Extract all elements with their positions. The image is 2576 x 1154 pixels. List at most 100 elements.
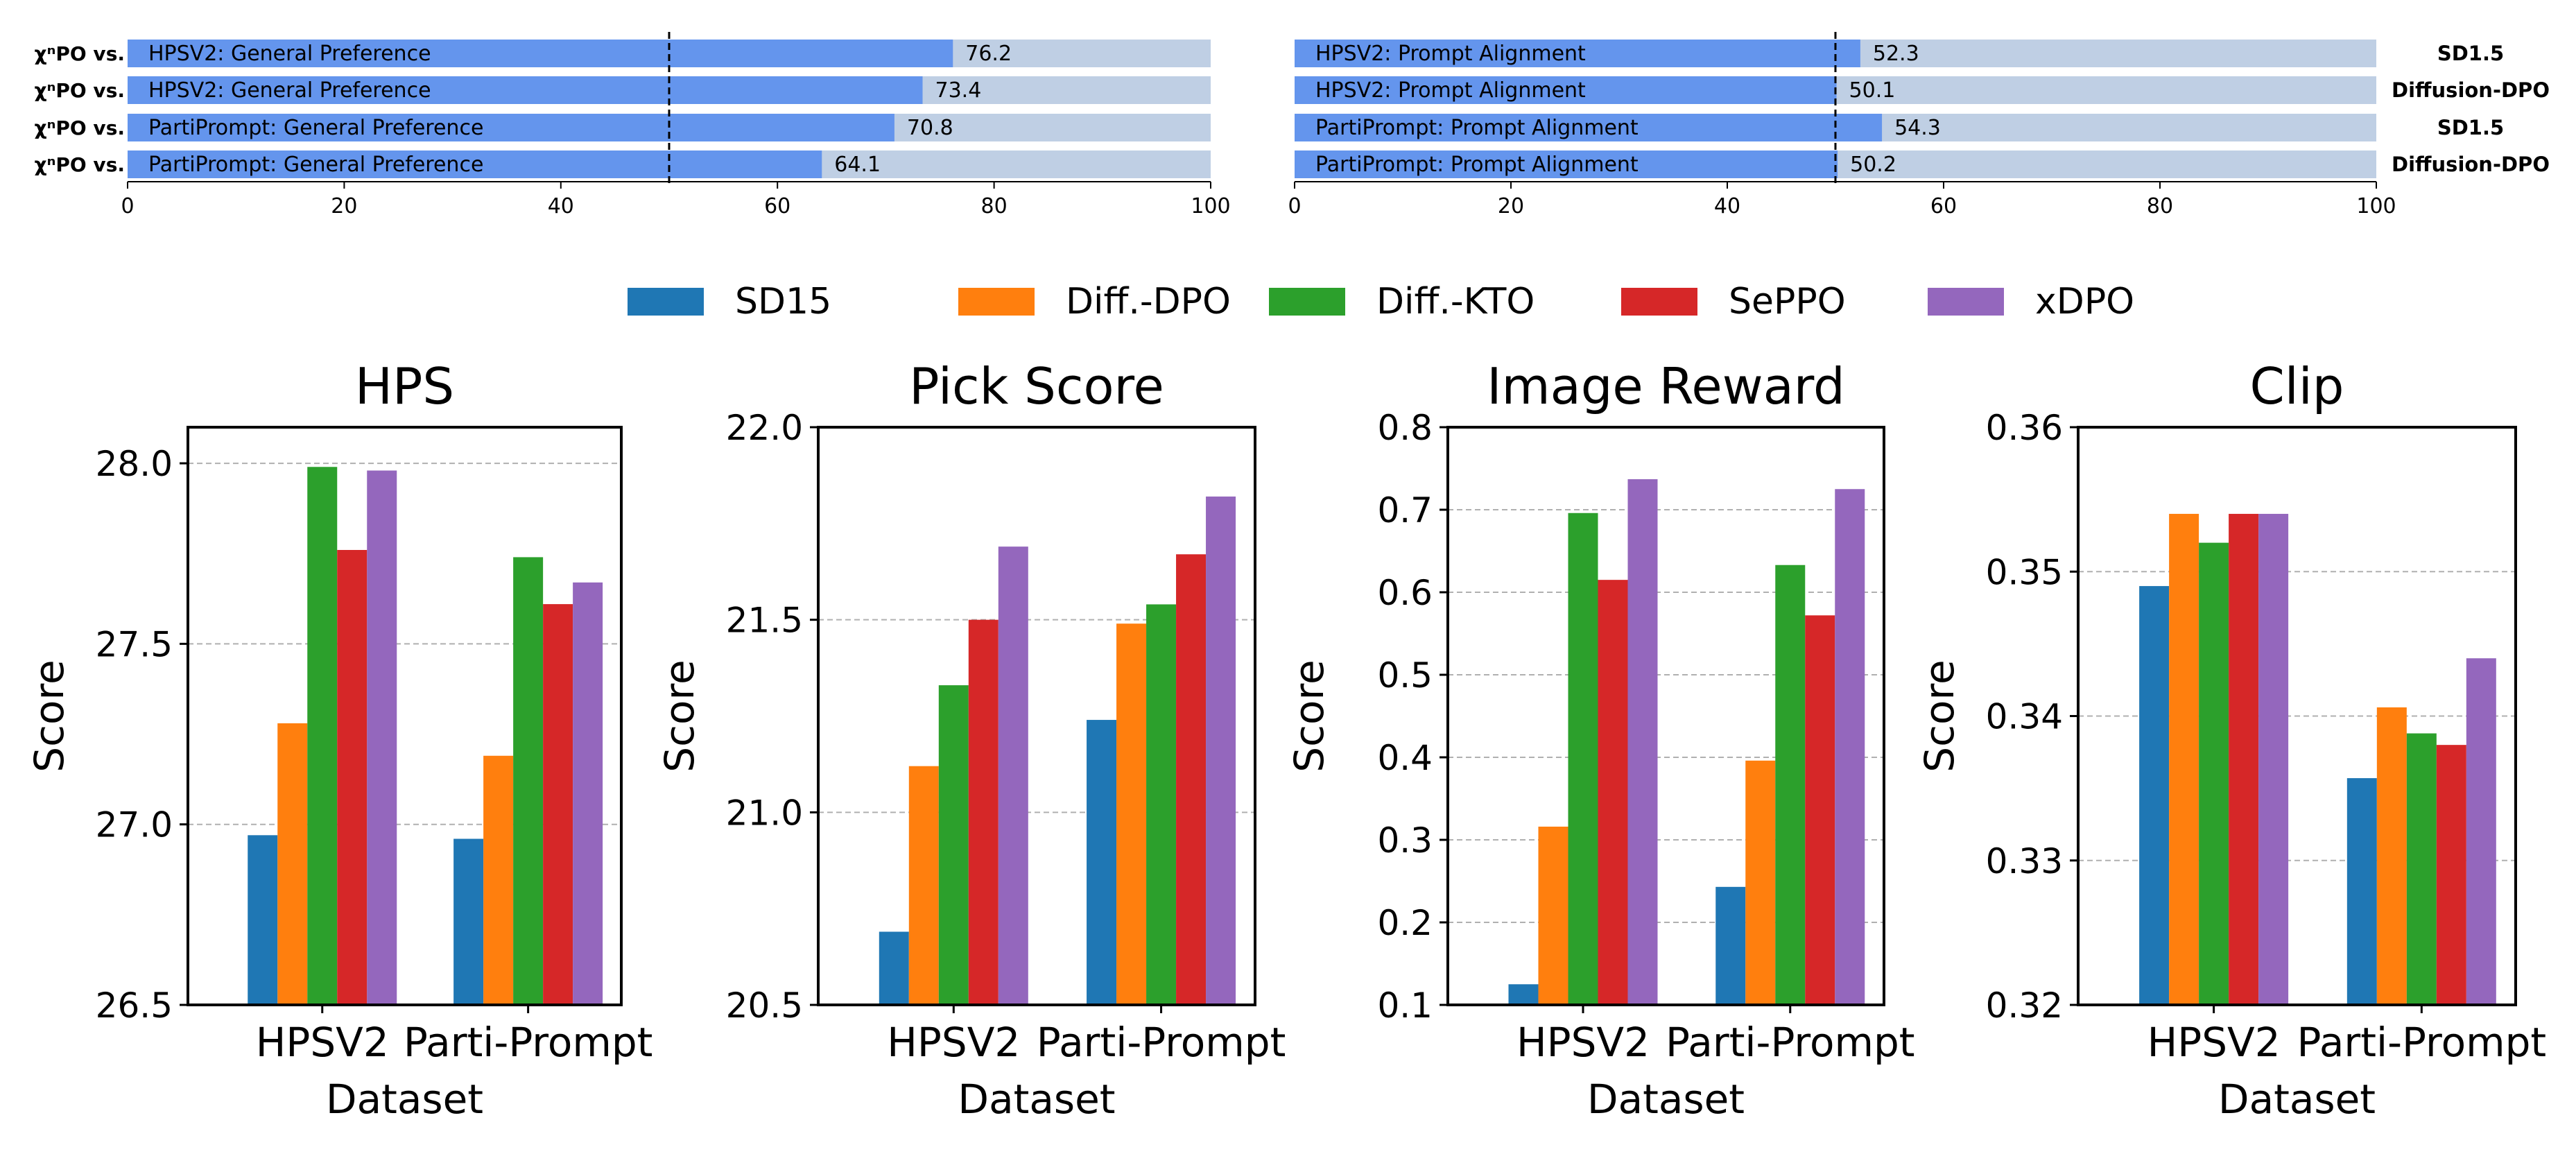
y-tick-label: 20.5 <box>726 985 803 1026</box>
legend-swatch <box>958 288 1035 316</box>
legend-swatch <box>628 288 704 316</box>
win-rate-panels: HPSV2: General Preference 76.2 χⁿPO vs. HPS… <box>35 32 2550 218</box>
y-axis-label: Score <box>1916 660 1963 772</box>
bar-seppo <box>968 619 999 1005</box>
y-tick-label: 0.3 <box>1377 820 1433 861</box>
panel-title: Clip <box>2250 357 2344 415</box>
metric-panels: 26.5 27.0 27.5 28.0 HPSV2 Parti-Prompt HPS Data… <box>26 357 2546 1123</box>
bar-diff-dpo <box>908 766 939 1005</box>
y-tick-label: 0.1 <box>1377 985 1433 1026</box>
legend-item: xDPO <box>1928 281 2134 322</box>
bar-diff-kto <box>513 557 544 1005</box>
winrate-baseline-label: Diffusion-DPO <box>2392 78 2550 102</box>
bar-diff-dpo <box>277 723 308 1005</box>
x-category-label: Parti-Prompt <box>1037 1019 1286 1066</box>
metric-panel-1: 26.5 27.0 27.5 28.0 HPSV2 Parti-Prompt HPS Data… <box>26 357 652 1123</box>
winrate-row-prefix: χⁿPO vs. <box>35 153 125 176</box>
bar-diff-dpo <box>1745 760 1776 1005</box>
bar-diff-kto <box>1568 513 1598 1005</box>
bar-sd15 <box>879 931 909 1005</box>
y-tick-label: 0.35 <box>1986 552 2063 592</box>
winrate-category-label: PartiPrompt: Prompt Alignment <box>1315 153 1639 177</box>
bar-sd15 <box>1508 984 1539 1005</box>
bar-seppo <box>543 604 573 1005</box>
winrate-bar <box>1295 76 1837 104</box>
x-category-label: Parti-Prompt <box>404 1019 653 1066</box>
y-tick-label: 0.36 <box>1986 408 2063 448</box>
bar-sd15 <box>1087 720 1117 1005</box>
winrate-category-label: HPSV2: Prompt Alignment <box>1315 78 1586 103</box>
winrate-baseline-label: SD1.5 <box>2437 116 2504 139</box>
winrate-category-label: HPSV2: General Preference <box>148 42 431 66</box>
legend: SD15 Diff.-DPO Diff.-KTO SePPO xDPO <box>628 281 2134 322</box>
winrate-value-label: 64.1 <box>834 153 881 177</box>
bar-seppo <box>1805 615 1835 1005</box>
winrate-value-label: 52.3 <box>1873 42 1919 66</box>
bar-xdpo <box>1627 479 1658 1005</box>
panel-title: Image Reward <box>1487 357 1845 415</box>
x-tick-label: 40 <box>1714 194 1740 218</box>
x-tick-label: 100 <box>1191 194 1230 218</box>
bar-sd15 <box>1715 886 1746 1005</box>
winrate-row-prefix: χⁿPO vs. <box>35 42 125 65</box>
x-category-label: HPSV2 <box>256 1019 389 1066</box>
legend-label: SD15 <box>735 281 831 322</box>
bar-xdpo <box>573 582 603 1005</box>
bar-sd15 <box>2139 586 2170 1005</box>
bar-diff-dpo <box>2169 513 2199 1005</box>
x-category-label: Parti-Prompt <box>1666 1019 1915 1066</box>
bar-diff-dpo <box>483 755 514 1005</box>
panel-title: Pick Score <box>909 357 1164 415</box>
y-tick-label: 0.2 <box>1377 903 1433 943</box>
panel-title: HPS <box>355 357 454 415</box>
winrate-panel-1: HPSV2: General Preference 76.2 χⁿPO vs. HPS… <box>35 32 1231 218</box>
y-tick-label: 0.4 <box>1377 738 1433 778</box>
plot-frame <box>1446 426 1885 1006</box>
winrate-bar <box>1295 40 1860 67</box>
winrate-bar <box>128 114 894 141</box>
bar-sd15 <box>453 838 484 1005</box>
winrate-bar <box>128 40 953 67</box>
y-tick-label: 27.5 <box>96 624 173 664</box>
bar-seppo <box>2436 745 2466 1005</box>
winrate-row-prefix: χⁿPO vs. <box>35 117 125 139</box>
x-tick-label: 0 <box>1288 194 1301 218</box>
y-tick-label: 0.33 <box>1986 841 2063 881</box>
bar-sd15 <box>248 835 278 1005</box>
x-axis-label: Dataset <box>1587 1076 1745 1123</box>
winrate-bar <box>1295 114 1883 141</box>
legend-swatch <box>1928 288 2004 316</box>
bar-xdpo <box>2466 658 2496 1005</box>
bar-xdpo <box>367 470 397 1005</box>
x-category-label: HPSV2 <box>1516 1019 1650 1066</box>
winrate-value-label: 50.1 <box>1849 78 1896 103</box>
y-tick-label: 0.7 <box>1377 490 1433 531</box>
y-tick-label: 28.0 <box>96 444 173 484</box>
winrate-category-label: PartiPrompt: General Preference <box>148 116 483 140</box>
legend-item: SD15 <box>628 281 831 322</box>
bar-diff-kto <box>2406 733 2437 1005</box>
metric-panel-3: 0.1 0.2 0.3 0.4 0.5 0.6 0.7 0.8 HPSV2 Parti-Promp… <box>1286 357 1915 1123</box>
winrate-category-label: HPSV2: General Preference <box>148 78 431 103</box>
winrate-value-label: 54.3 <box>1894 116 1941 140</box>
winrate-bar <box>1295 150 1838 178</box>
bar-seppo <box>1598 580 1628 1005</box>
winrate-bar <box>128 76 923 104</box>
x-tick-label: 80 <box>2147 194 2173 218</box>
winrate-baseline-label: SD1.5 <box>2437 42 2504 65</box>
y-tick-label: 0.8 <box>1377 408 1433 448</box>
bar-diff-kto <box>307 467 338 1005</box>
y-tick-label: 0.6 <box>1377 573 1433 613</box>
bar-seppo <box>1176 554 1207 1005</box>
winrate-value-label: 73.4 <box>935 78 982 103</box>
y-tick-label: 22.0 <box>726 408 803 448</box>
y-axis-label: Score <box>656 660 703 772</box>
x-tick-label: 0 <box>121 194 134 218</box>
x-category-label: HPSV2 <box>887 1019 1020 1066</box>
bar-diff-dpo <box>2376 707 2407 1005</box>
legend-item: Diff.-KTO <box>1269 281 1535 322</box>
x-axis-label: Dataset <box>326 1076 483 1123</box>
bar-diff-kto <box>2199 542 2229 1005</box>
y-tick-label: 21.0 <box>726 793 803 833</box>
bar-sd15 <box>2346 778 2377 1005</box>
